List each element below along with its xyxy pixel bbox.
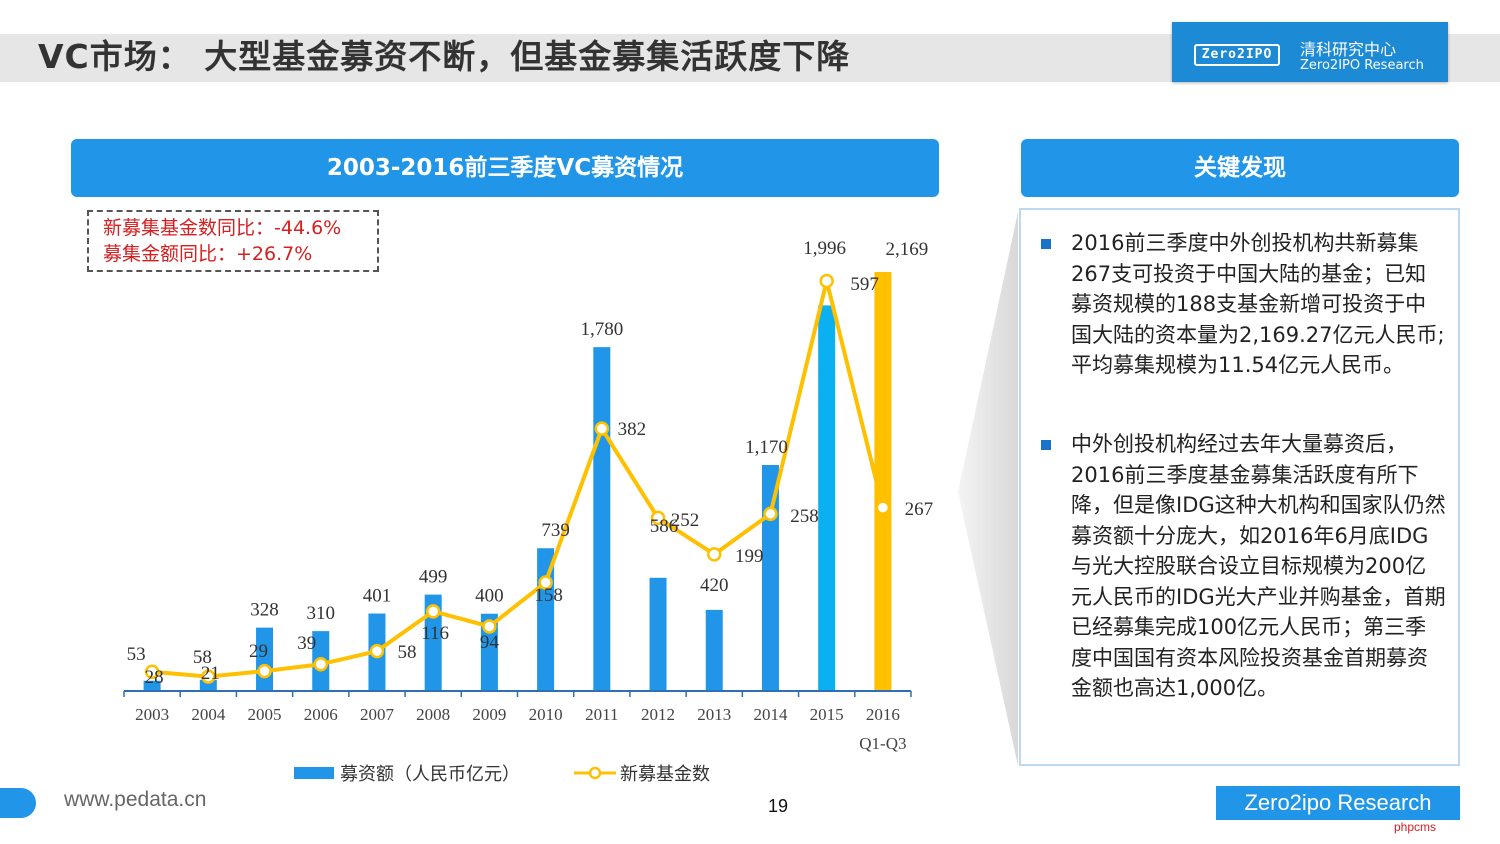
legend-bar-swatch: [294, 767, 334, 779]
bar: [874, 272, 892, 691]
finding-item: 中外创投机构经过去年大量募资后，2016前三季度基金募集活跃度有所下降，但是像I…: [1041, 429, 1447, 704]
x-tick-label: 2010: [529, 705, 563, 724]
square-bullet-icon: [1041, 440, 1051, 450]
bar-value-label: 1,780: [580, 319, 623, 340]
x-tick-label: 2007: [360, 705, 395, 724]
x-tick-label: 2009: [472, 705, 506, 724]
logo-en-text: Zero2IPO Research: [1300, 58, 1424, 73]
line-value-label: 252: [671, 510, 700, 531]
line-point: [763, 506, 778, 522]
bar: [649, 577, 667, 691]
yoy-summary-box: 新募集基金数同比：-44.6% 募集金额同比：+26.7%: [87, 210, 379, 272]
key-findings-title: 关键发现: [1021, 139, 1459, 197]
line-point: [538, 575, 553, 590]
bar-value-label: 53: [127, 644, 146, 665]
legend-line-swatch: [574, 766, 616, 780]
line-value-label: 21: [201, 663, 220, 684]
line-value-label: 382: [618, 419, 647, 440]
line-point: [650, 510, 666, 526]
logo-cn-text: 清科研究中心: [1300, 40, 1397, 59]
finding-text: 2016前三季度中外创投机构共新募集267支可投资于中国大陆的基金；已知募资规模…: [1071, 231, 1445, 377]
line-value-label: 58: [397, 642, 416, 663]
x-tick-label: 2005: [248, 705, 282, 724]
legend-line-label: 新募基金数: [620, 764, 710, 785]
square-bullet-icon: [1041, 239, 1051, 249]
key-findings-box: [1019, 208, 1460, 766]
legend-bar-label: 募资额（人民币亿元）: [340, 764, 520, 785]
x-tick-label: 2003: [135, 705, 169, 724]
zero2ipo-logo: Zero2IPO 清科研究中心 Zero2IPO Research: [1172, 22, 1448, 82]
line-value-label: 199: [735, 546, 764, 567]
fundraising-chart: 2003 2004 2005 2006 2007 2008 2009 2010 2011 2012…: [123, 238, 934, 753]
x-tick-label: 2012: [641, 705, 675, 724]
line-value-label: 597: [850, 274, 879, 295]
watermark: phpcms: [1394, 820, 1437, 834]
x-tick-label: 2008: [416, 705, 450, 724]
bar: [424, 594, 442, 691]
yoy-amount-text: 募集金额同比：+26.7%: [103, 243, 313, 265]
bar-value-label: 328: [250, 600, 279, 621]
series-line: [151, 279, 885, 679]
line-value-label: 267: [905, 499, 934, 520]
line-value-label: 29: [249, 641, 268, 662]
bar: [705, 609, 723, 691]
x-tick-label: 2006: [304, 705, 338, 724]
line-point: [875, 500, 891, 515]
bar-value-label: 739: [541, 520, 570, 541]
x-tick-label: 2004: [191, 705, 226, 724]
line-value-label: 116: [421, 623, 449, 644]
line-point: [819, 273, 834, 289]
chart-panel-title: 2003-2016前三季度VC募资情况: [71, 139, 939, 197]
line-value-label: 94: [480, 632, 500, 653]
bar: [761, 464, 779, 691]
x-tick-label: 2016: [866, 705, 900, 724]
bar-value-label: 401: [363, 586, 392, 607]
bar: [480, 613, 498, 691]
line-point: [144, 664, 160, 680]
line-point: [257, 663, 272, 679]
line-point: [594, 421, 610, 436]
line-point: [313, 656, 328, 672]
yoy-funds-text: 新募集基金数同比：-44.6%: [103, 217, 342, 239]
bar-value-label: 420: [700, 575, 729, 596]
bar-value-label: 2,169: [886, 239, 929, 260]
line-value-label: 158: [534, 585, 563, 606]
x-tick-label: Q1-Q3: [859, 734, 906, 753]
bar: [593, 347, 611, 691]
callout-pointer: [958, 212, 1018, 766]
bar-value-label: 1,170: [745, 437, 788, 458]
line-value-label: 258: [790, 506, 819, 527]
line-point: [707, 547, 722, 562]
footer-url[interactable]: www.pedata.cn: [64, 788, 207, 811]
finding-item: 2016前三季度中外创投机构共新募集267支可投资于中国大陆的基金；已知募资规模…: [1041, 228, 1447, 381]
line-point: [482, 619, 497, 634]
line-value-label: 28: [145, 667, 164, 688]
logo-badge: Zero2IPO: [1194, 44, 1280, 66]
bar-value-label: 1,996: [803, 238, 846, 259]
bar-value-label: 400: [475, 586, 504, 607]
page-title: VC市场： 大型基金募资不断，但基金募集活跃度下降: [38, 37, 851, 76]
x-tick-label: 2013: [697, 705, 731, 724]
bar-value-label: 310: [307, 603, 336, 624]
bar: [818, 305, 836, 691]
bar: [199, 679, 217, 691]
x-tick-label: 2015: [810, 705, 844, 724]
x-tick-label: 2014: [753, 705, 788, 724]
bar-value-label: 58: [193, 647, 212, 668]
bar-value-label: 586: [650, 516, 679, 537]
bar-value-label: 499: [419, 567, 448, 588]
bar: [143, 680, 161, 691]
footer-brand: Zero2ipo Research: [1216, 786, 1460, 820]
line-value-label: 39: [297, 633, 316, 654]
line-point: [201, 669, 216, 684]
line-point: [369, 643, 385, 659]
line-point: [425, 604, 441, 619]
x-tick-label: 2011: [585, 705, 618, 724]
footer-tab: [0, 788, 36, 818]
page-number: 19: [768, 796, 789, 816]
finding-text: 中外创投机构经过去年大量募资后，2016前三季度基金募集活跃度有所下降，但是像I…: [1071, 432, 1446, 700]
